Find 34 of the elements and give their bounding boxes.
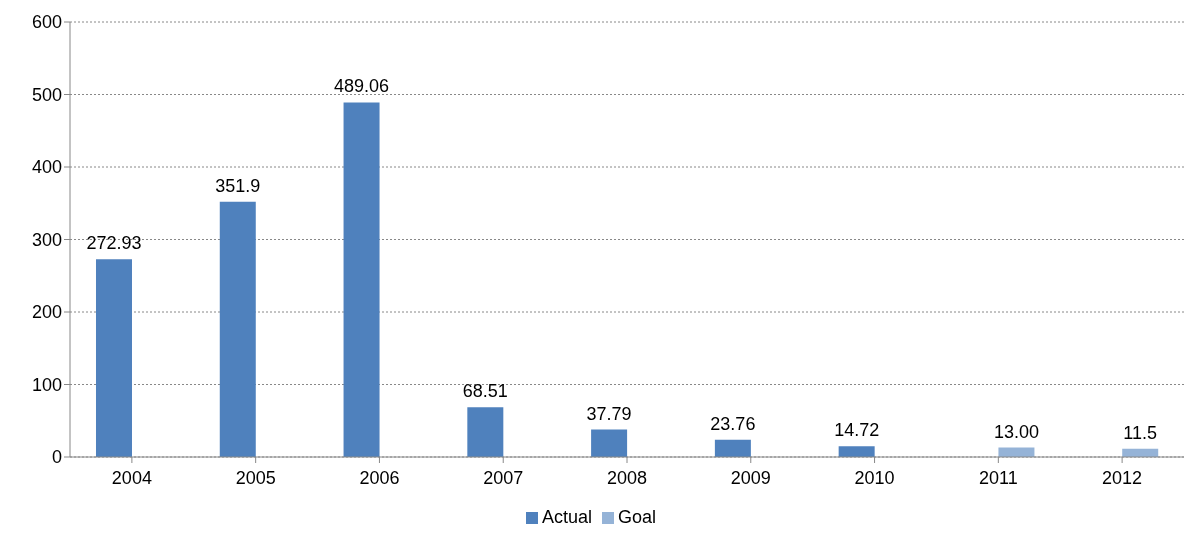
bar <box>838 446 875 457</box>
y-tick-label: 400 <box>31 157 62 178</box>
x-tick-label: 2005 <box>235 467 276 488</box>
legend-label: Actual <box>541 507 592 527</box>
y-tick-label: 300 <box>31 229 62 250</box>
data-label: 272.93 <box>86 233 142 254</box>
x-tick-label: 2010 <box>854 467 895 488</box>
y-tick-label: 100 <box>31 374 62 395</box>
x-tick-label: 2006 <box>359 467 400 488</box>
y-tick-label: 500 <box>31 84 62 105</box>
y-tick-label: 0 <box>51 447 62 468</box>
y-tick-label: 600 <box>31 12 62 33</box>
data-label: 23.76 <box>710 413 756 434</box>
data-label: 11.5 <box>1123 422 1158 443</box>
bar <box>467 407 504 457</box>
data-label: 13.00 <box>993 421 1039 442</box>
y-tick-label: 200 <box>31 302 62 323</box>
data-label: 14.72 <box>834 420 880 441</box>
x-tick-label: 2008 <box>606 467 648 488</box>
bar <box>591 429 628 457</box>
bar <box>343 102 380 457</box>
data-label: 351.9 <box>215 175 261 196</box>
data-label: 37.79 <box>586 403 632 424</box>
x-tick-label: 2009 <box>730 467 771 488</box>
data-label: 68.51 <box>462 381 508 402</box>
bar <box>219 201 256 457</box>
x-tick-label: 2011 <box>978 467 1018 488</box>
x-tick-label: 2004 <box>111 467 152 488</box>
x-tick-label: 2007 <box>483 467 524 488</box>
data-label: 489.06 <box>334 76 390 97</box>
legend-label: Goal <box>618 507 657 527</box>
bar <box>714 439 751 457</box>
bar <box>95 259 132 457</box>
x-tick-label: 2012 <box>1102 467 1143 488</box>
